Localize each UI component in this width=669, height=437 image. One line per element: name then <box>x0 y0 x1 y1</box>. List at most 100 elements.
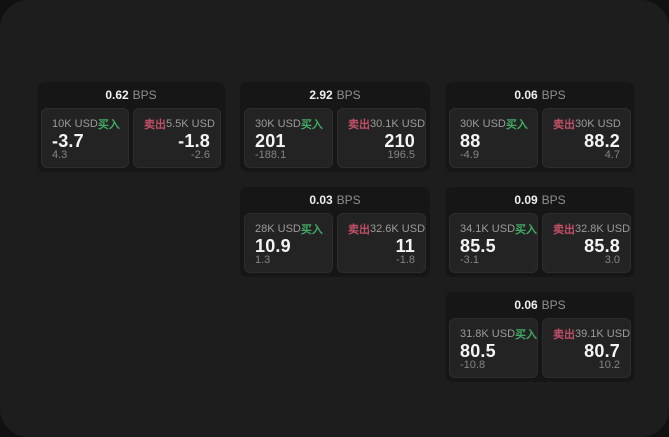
panel-row: 30K USD 买入 88 -4.9 卖出 30K USD 88.2 4.7 <box>445 108 635 172</box>
sell-change-value: 4.7 <box>604 149 620 161</box>
buy-change-value: -3.1 <box>460 254 479 266</box>
buy-panel-top-row: 34.1K USD 买入 <box>460 221 537 237</box>
quote-card-grid: 0.62 BPS 10K USD 买入 -3.7 4.3 卖出 5.5K USD <box>37 82 635 382</box>
sell-notional-label: 5.5K USD <box>166 118 215 130</box>
buy-side-label: 买入 <box>515 224 538 236</box>
sell-notional-label: 32.6K USD <box>370 223 426 235</box>
sell-panel-top-row: 卖出 32.6K USD <box>348 221 425 237</box>
sell-notional-label: 30K USD <box>575 118 621 130</box>
sell-side-label: 卖出 <box>348 224 370 236</box>
bps-unit-label: BPS <box>336 88 361 102</box>
sell-change-value: 3.0 <box>604 254 620 266</box>
sell-price-value: 11 <box>395 236 415 256</box>
bps-header: 0.09 BPS <box>445 187 635 213</box>
sell-price-value: -1.8 <box>178 131 210 151</box>
sell-price-value: 210 <box>384 131 415 151</box>
sell-side-label: 卖出 <box>553 329 575 341</box>
sell-panel[interactable]: 卖出 32.8K USD 85.8 3.0 <box>542 213 631 273</box>
bps-value: 0.09 <box>514 193 538 207</box>
bps-value: 0.06 <box>514 88 538 102</box>
buy-panel[interactable]: 34.1K USD 买入 85.5 -3.1 <box>449 213 538 273</box>
panel-row: 10K USD 买入 -3.7 4.3 卖出 5.5K USD -1.8 -2.… <box>37 108 225 172</box>
buy-panel[interactable]: 31.8K USD 买入 80.5 -10.8 <box>449 318 538 378</box>
bps-value: 0.62 <box>105 88 129 102</box>
sell-panel[interactable]: 卖出 30K USD 88.2 4.7 <box>542 108 631 168</box>
bps-value: 2.92 <box>309 88 333 102</box>
sell-panel[interactable]: 卖出 39.1K USD 80.7 10.2 <box>542 318 631 378</box>
sell-side-label: 卖出 <box>144 119 166 131</box>
bps-value: 0.03 <box>309 193 333 207</box>
sell-panel[interactable]: 卖出 32.6K USD 11 -1.8 <box>337 213 426 273</box>
sell-change-value: -2.6 <box>191 149 210 161</box>
sell-notional-label: 32.8K USD <box>575 223 631 235</box>
quote-card: 0.06 BPS 30K USD 买入 88 -4.9 卖出 30K USD <box>445 82 635 172</box>
buy-price-value: -3.7 <box>52 131 84 151</box>
buy-panel[interactable]: 10K USD 买入 -3.7 4.3 <box>41 108 129 168</box>
buy-notional-label: 10K USD <box>52 118 98 130</box>
buy-panel[interactable]: 30K USD 买入 201 -188.1 <box>244 108 333 168</box>
buy-panel[interactable]: 30K USD 买入 88 -4.9 <box>449 108 538 168</box>
buy-change-value: 1.3 <box>255 254 271 266</box>
buy-panel[interactable]: 28K USD 买入 10.9 1.3 <box>244 213 333 273</box>
bps-header: 0.03 BPS <box>240 187 430 213</box>
bps-unit-label: BPS <box>541 88 566 102</box>
sell-notional-label: 39.1K USD <box>575 328 631 340</box>
panel-row: 30K USD 买入 201 -188.1 卖出 30.1K USD 210 1… <box>240 108 430 172</box>
buy-price-value: 88 <box>460 131 481 151</box>
buy-notional-label: 34.1K USD <box>460 223 516 235</box>
buy-notional-label: 30K USD <box>255 118 301 130</box>
buy-price-value: 80.5 <box>460 341 496 361</box>
sell-panel[interactable]: 卖出 5.5K USD -1.8 -2.6 <box>133 108 221 168</box>
sell-side-label: 卖出 <box>348 119 370 131</box>
bps-unit-label: BPS <box>132 88 157 102</box>
buy-side-label: 买入 <box>300 119 323 131</box>
quote-card: 0.03 BPS 28K USD 买入 10.9 1.3 卖出 32.6K US… <box>240 187 430 277</box>
buy-panel-top-row: 10K USD 买入 <box>52 116 120 132</box>
buy-side-label: 买入 <box>515 329 538 341</box>
bps-unit-label: BPS <box>336 193 361 207</box>
buy-panel-top-row: 30K USD 买入 <box>255 116 323 132</box>
buy-side-label: 买入 <box>300 224 323 236</box>
bps-header: 0.06 BPS <box>445 292 635 318</box>
sell-change-value: 10.2 <box>598 359 620 371</box>
buy-side-label: 买入 <box>97 119 120 131</box>
sell-price-value: 80.7 <box>584 341 620 361</box>
sell-price-value: 88.2 <box>584 131 620 151</box>
sell-side-label: 卖出 <box>553 224 575 236</box>
panel-row: 28K USD 买入 10.9 1.3 卖出 32.6K USD 11 -1.8 <box>240 213 430 277</box>
buy-notional-label: 31.8K USD <box>460 328 516 340</box>
panel-row: 31.8K USD 买入 80.5 -10.8 卖出 39.1K USD 80.… <box>445 318 635 382</box>
sell-side-label: 卖出 <box>553 119 575 131</box>
buy-side-label: 买入 <box>505 119 528 131</box>
buy-change-value: -4.9 <box>460 149 479 161</box>
bps-unit-label: BPS <box>541 193 566 207</box>
quote-card: 0.06 BPS 31.8K USD 买入 80.5 -10.8 卖出 39.1… <box>445 292 635 382</box>
bps-header: 0.06 BPS <box>445 82 635 108</box>
bps-header: 2.92 BPS <box>240 82 430 108</box>
buy-change-value: 4.3 <box>52 149 68 161</box>
sell-panel-top-row: 卖出 5.5K USD <box>144 116 215 132</box>
buy-price-value: 201 <box>255 131 286 151</box>
sell-change-value: -1.8 <box>396 254 415 266</box>
sell-notional-label: 30.1K USD <box>370 118 426 130</box>
sell-change-value: 196.5 <box>387 149 415 161</box>
quote-card: 2.92 BPS 30K USD 买入 201 -188.1 卖出 30.1K … <box>240 82 430 172</box>
panel-row: 34.1K USD 买入 85.5 -3.1 卖出 32.8K USD 85.8… <box>445 213 635 277</box>
bps-value: 0.06 <box>514 298 538 312</box>
sell-panel[interactable]: 卖出 30.1K USD 210 196.5 <box>337 108 426 168</box>
sell-price-value: 85.8 <box>584 236 620 256</box>
bps-unit-label: BPS <box>541 298 566 312</box>
buy-panel-top-row: 30K USD 买入 <box>460 116 528 132</box>
quote-card: 0.62 BPS 10K USD 买入 -3.7 4.3 卖出 5.5K USD <box>37 82 225 172</box>
sell-panel-top-row: 卖出 30K USD <box>553 116 621 132</box>
buy-change-value: -188.1 <box>255 149 287 161</box>
sell-panel-top-row: 卖出 32.8K USD <box>553 221 630 237</box>
buy-panel-top-row: 28K USD 买入 <box>255 221 323 237</box>
buy-notional-label: 28K USD <box>255 223 301 235</box>
sell-panel-top-row: 卖出 39.1K USD <box>553 326 630 342</box>
quote-card: 0.09 BPS 34.1K USD 买入 85.5 -3.1 卖出 32.8K… <box>445 187 635 277</box>
buy-price-value: 10.9 <box>255 236 291 256</box>
buy-panel-top-row: 31.8K USD 买入 <box>460 326 537 342</box>
sell-panel-top-row: 卖出 30.1K USD <box>348 116 425 132</box>
